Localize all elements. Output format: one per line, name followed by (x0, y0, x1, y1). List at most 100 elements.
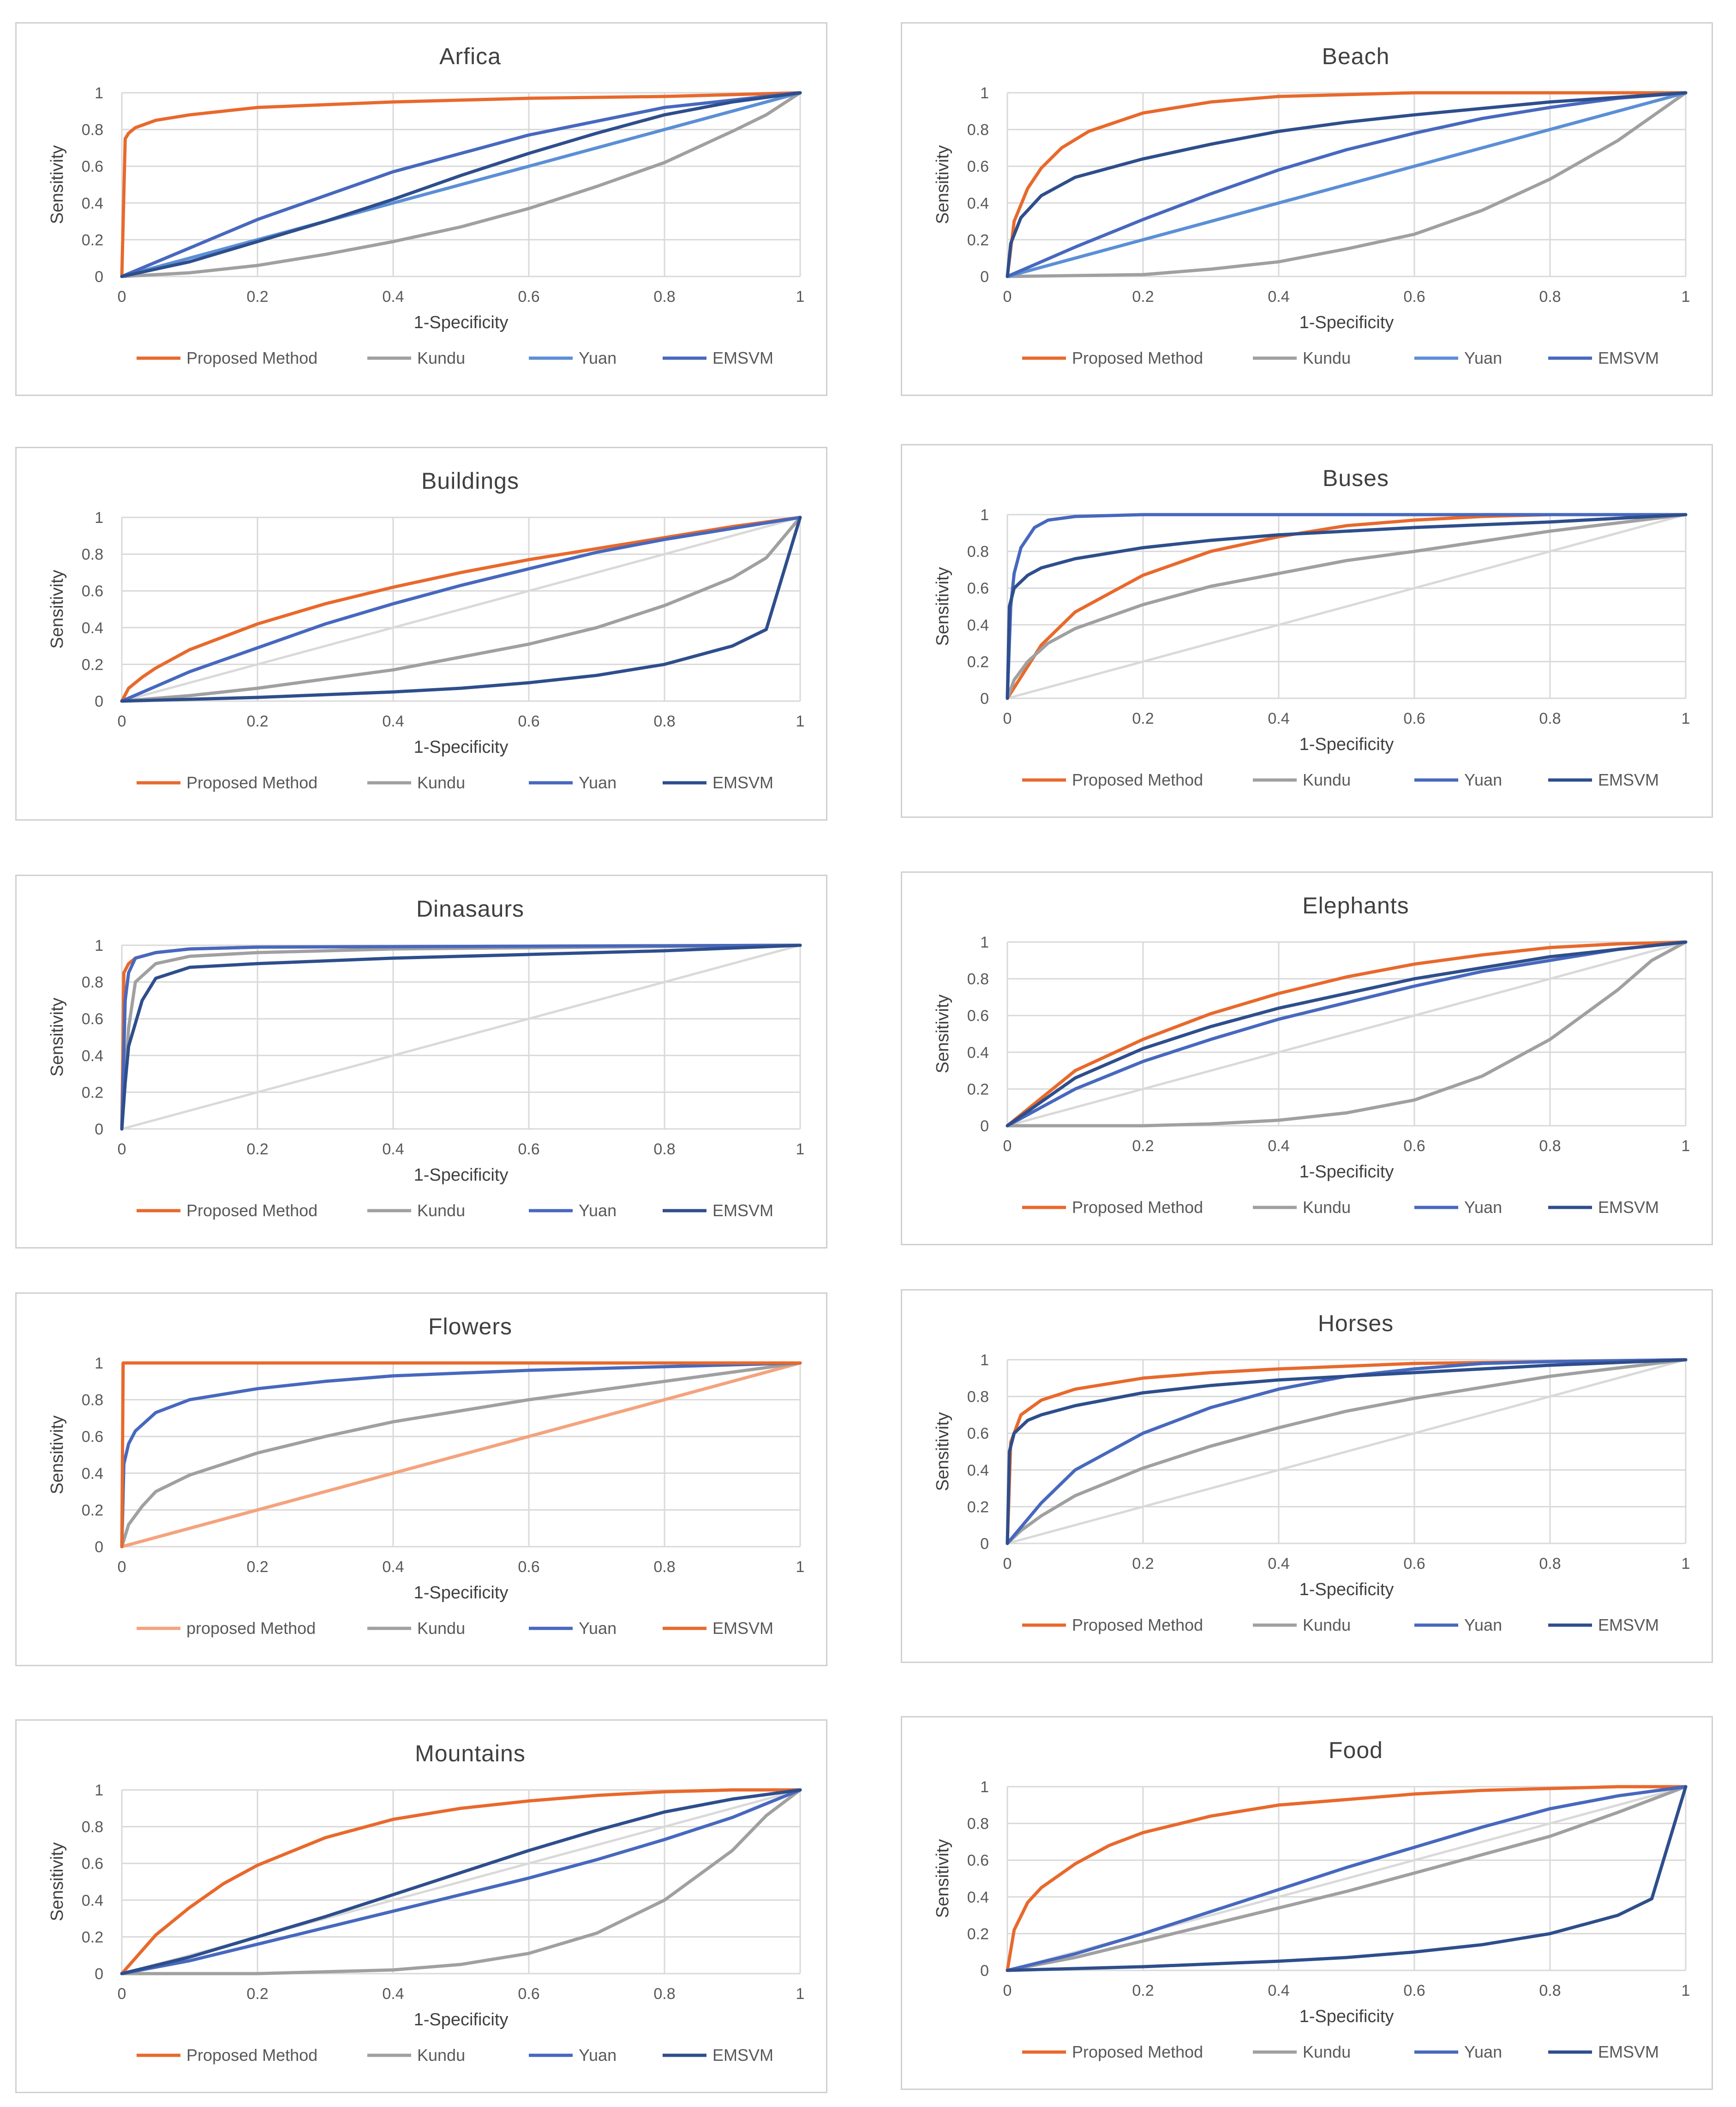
y-tick-label: 0.4 (967, 1044, 989, 1062)
x-tick-label: 0.2 (1132, 1555, 1154, 1573)
roc-chart: Beach 0 0.2 0.4 0.6 0.8 1 0 0.2 0.4 0.6 0.8 1 1-Speci… (933, 43, 1690, 367)
series-line-emsvm (120, 1788, 802, 1975)
x-tick-label: 0.6 (518, 288, 539, 306)
x-tick-label: 0.4 (382, 713, 404, 730)
x-tick-label: 0 (1003, 1982, 1012, 1999)
series-line-proposed-method (120, 91, 802, 278)
series-line-proposed-method (1006, 91, 1688, 278)
chart-panel-buses: Buses 0 0.2 0.4 0.6 0.8 1 0 0.2 0.4 0.6 0.8 1 1-Speci… (901, 444, 1713, 818)
x-tick-label: 0.2 (246, 1558, 268, 1576)
y-tick-label: 1 (95, 937, 103, 954)
legend-label: Kundu (417, 348, 465, 367)
series-line-yuan (1006, 940, 1688, 1128)
x-tick-label: 0.4 (1268, 1555, 1289, 1573)
y-tick-label: 0.6 (82, 582, 103, 600)
y-axis-label: Sensitivity (48, 997, 67, 1076)
series-line-emsvm (1006, 1785, 1688, 1972)
y-axis-label: Sensitivity (933, 1412, 952, 1491)
y-tick-label: 0.4 (82, 1892, 103, 1909)
x-tick-label: 0.2 (246, 713, 268, 730)
y-tick-label: 1 (980, 1778, 989, 1796)
y-tick-label: 0.2 (967, 653, 989, 671)
y-tick-label: 0.6 (967, 158, 989, 175)
series-line-emsvm (120, 91, 802, 278)
legend-label: EMSVM (1598, 770, 1659, 789)
x-axis-label: 1-Specificity (1299, 313, 1394, 332)
y-tick-label: 0.2 (82, 656, 103, 673)
series-line-yuan (1006, 1785, 1688, 1972)
series-line-yuan (120, 1361, 802, 1549)
x-tick-label: 0.4 (382, 1558, 404, 1576)
x-tick-label: 0 (118, 713, 126, 730)
roc-chart: Mountains 0 0.2 0.4 0.6 0.8 1 0 0.2 0.4 0.6 0.8 1 1-S… (48, 1741, 805, 2065)
chart-title: Flowers (428, 1314, 512, 1339)
series-line-proposed-method (120, 1361, 802, 1549)
legend-label: Yuan (1464, 1615, 1502, 1634)
series-line-kundu (1006, 91, 1688, 278)
roc-chart: Dinasaurs 0 0.2 0.4 0.6 0.8 1 0 0.2 0.4 0.6 0.8 1 1-S… (48, 896, 804, 1220)
series-line-emsvm (120, 516, 802, 703)
y-tick-label: 0.2 (82, 231, 103, 249)
y-axis-label: Sensitivity (48, 1415, 67, 1494)
series-line-yuan (120, 516, 802, 703)
x-tick-label: 0.8 (1539, 1555, 1561, 1573)
y-axis-label: Sensitivity (933, 1839, 952, 1918)
y-tick-label: 0 (95, 693, 103, 710)
y-tick-label: 0 (95, 1121, 103, 1138)
y-tick-label: 1 (980, 934, 989, 951)
series-line-proposed-method (120, 1788, 802, 1975)
y-tick-label: 0.6 (82, 1855, 103, 1873)
y-tick-label: 1 (95, 1355, 103, 1372)
y-tick-label: 0.8 (82, 1392, 103, 1409)
chart-title: Buildings (421, 468, 519, 494)
y-tick-label: 1 (980, 1351, 989, 1369)
x-tick-label: 0 (118, 1141, 126, 1158)
x-tick-label: 0.6 (1403, 1555, 1425, 1573)
chart-panel-beach: Beach 0 0.2 0.4 0.6 0.8 1 0 0.2 0.4 0.6 0.8 1 1-Speci… (901, 22, 1713, 396)
chart-panel-mountains: Mountains 0 0.2 0.4 0.6 0.8 1 0 0.2 0.4 0.6 0.8 1 1-S… (15, 1719, 827, 2093)
x-tick-label: 0 (1003, 1555, 1012, 1573)
x-tick-label: 0.8 (653, 713, 675, 730)
legend-label: Proposed Method (1072, 1198, 1203, 1217)
legend-label: Yuan (1464, 770, 1502, 789)
x-tick-label: 0.4 (1268, 710, 1289, 727)
roc-chart: Buildings 0 0.2 0.4 0.6 0.8 1 0 0.2 0.4 0.6 0.8 1 1-S… (48, 468, 804, 792)
x-tick-label: 0 (118, 288, 126, 306)
chart-panel-arfica: Arfica 0 0.2 0.4 0.6 0.8 1 0 0.2 0.4 0.6 0.8 1 1-Spec… (15, 22, 827, 396)
y-tick-label: 0.8 (967, 1815, 989, 1833)
series-line-yuan (1006, 1358, 1688, 1545)
x-tick-label: 0.6 (518, 1141, 539, 1158)
x-tick-label: 0.4 (1268, 1137, 1289, 1155)
legend-label: Proposed Method (186, 1201, 317, 1220)
x-tick-label: 0 (1003, 710, 1012, 727)
x-tick-label: 0.2 (1132, 1982, 1154, 1999)
series-line-kundu (120, 516, 802, 703)
y-axis-label: Sensitivity (933, 567, 952, 646)
y-tick-label: 0.8 (82, 1819, 103, 1836)
x-tick-label: 1 (796, 1985, 805, 2003)
reference-diagonal (121, 516, 801, 702)
y-tick-label: 0.4 (82, 195, 103, 212)
chart-title: Beach (1322, 43, 1390, 69)
series-line-unlabeled (120, 91, 802, 278)
y-axis-label: Sensitivity (48, 145, 67, 224)
x-axis-label: 1-Specificity (414, 738, 509, 757)
series-line-kundu (1006, 1358, 1688, 1545)
legend-label: EMSVM (712, 773, 773, 792)
series-line-yuan (120, 1788, 802, 1975)
y-tick-label: 0.6 (82, 158, 103, 175)
y-tick-label: 1 (95, 509, 103, 527)
y-tick-label: 0 (95, 1538, 103, 1556)
y-tick-label: 0.6 (82, 1428, 103, 1446)
x-tick-label: 1 (1682, 710, 1690, 727)
chart-title: Buses (1323, 465, 1389, 491)
x-axis-label: 1-Specificity (414, 1583, 509, 1603)
y-tick-label: 0.4 (967, 1462, 989, 1479)
chart-panel-dinasaurs: Dinasaurs 0 0.2 0.4 0.6 0.8 1 0 0.2 0.4 0.6 0.8 1 1-S… (15, 875, 827, 1249)
x-tick-label: 0.2 (246, 1985, 268, 2003)
legend-label: EMSVM (712, 1201, 773, 1220)
y-tick-label: 1 (95, 84, 103, 102)
x-tick-label: 0.6 (518, 1558, 539, 1576)
legend-label: Proposed Method (186, 773, 317, 792)
legend-label: Yuan (579, 1201, 617, 1220)
